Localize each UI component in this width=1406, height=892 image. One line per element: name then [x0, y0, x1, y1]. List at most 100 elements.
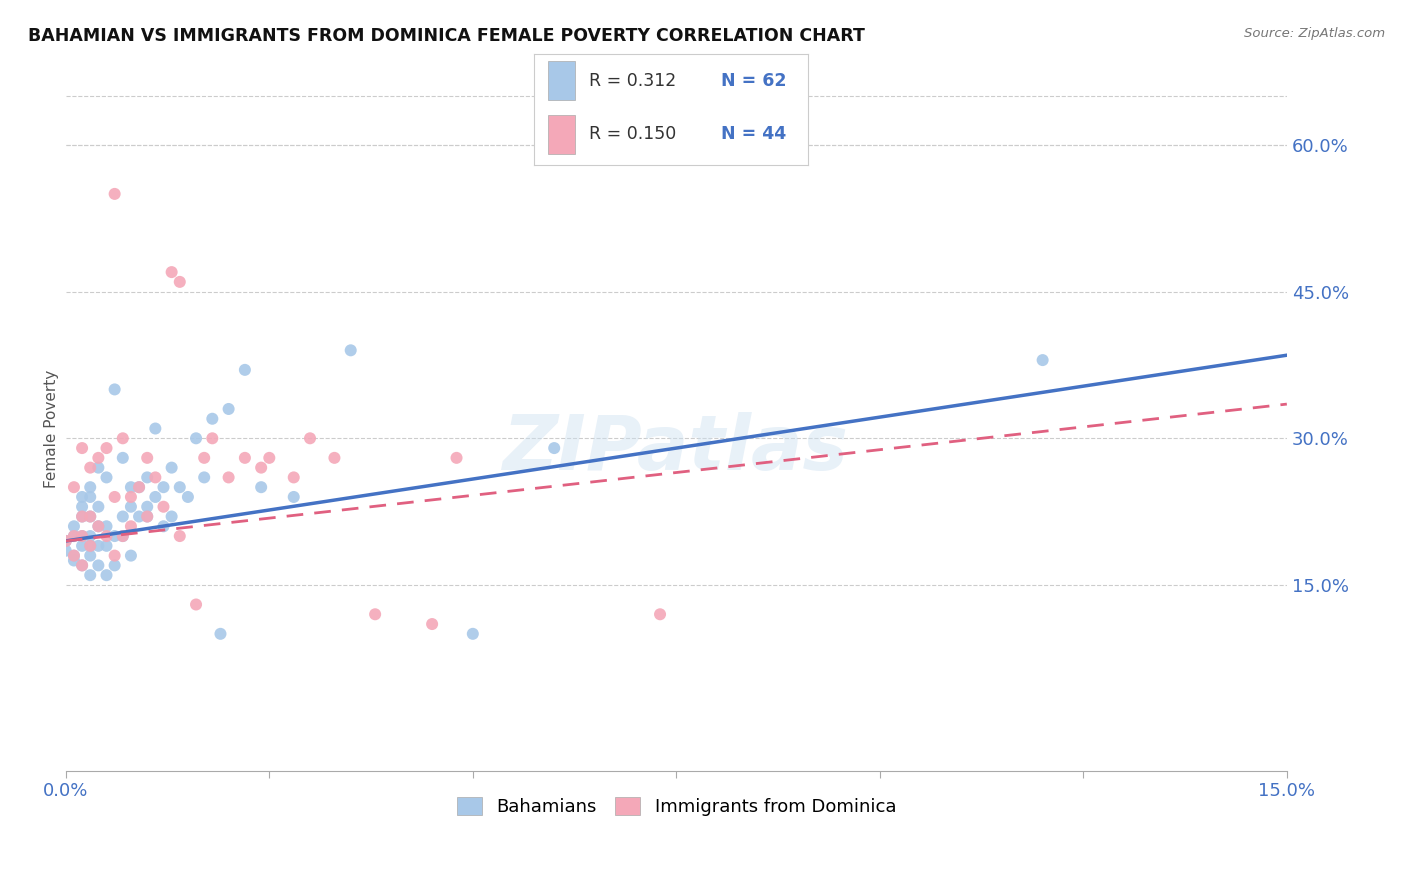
Point [193, 470, 215, 484]
Point [298, 431, 321, 445]
Point [104, 186, 127, 201]
Point [79, 539, 101, 553]
Point [63, 549, 86, 563]
Point [111, 450, 134, 465]
Text: Source: ZipAtlas.com: Source: ZipAtlas.com [1244, 27, 1385, 40]
Point [323, 450, 346, 465]
Point [233, 363, 256, 377]
Point [201, 411, 224, 425]
Point [70, 490, 93, 504]
Point [79, 509, 101, 524]
Point [648, 607, 671, 622]
Text: BAHAMIAN VS IMMIGRANTS FROM DOMINICA FEMALE POVERTY CORRELATION CHART: BAHAMIAN VS IMMIGRANTS FROM DOMINICA FEM… [28, 27, 865, 45]
Point [184, 598, 207, 612]
Point [160, 509, 183, 524]
Point [87, 500, 110, 514]
Point [152, 519, 174, 533]
Point [1032, 353, 1054, 368]
Point [259, 450, 281, 465]
Point [79, 490, 101, 504]
Point [446, 450, 468, 465]
Point [70, 509, 93, 524]
FancyBboxPatch shape [548, 62, 575, 101]
Point [136, 450, 159, 465]
Text: R = 0.150: R = 0.150 [589, 126, 676, 144]
Point [104, 529, 127, 543]
Point [120, 549, 142, 563]
Point [70, 529, 93, 543]
Point [250, 460, 273, 475]
Point [111, 431, 134, 445]
Point [79, 480, 101, 494]
Point [104, 558, 127, 573]
Point [120, 490, 142, 504]
Point [120, 480, 142, 494]
Point [104, 549, 127, 563]
Point [104, 383, 127, 397]
Point [184, 431, 207, 445]
Point [364, 607, 387, 622]
Point [152, 480, 174, 494]
Point [218, 401, 240, 416]
Point [96, 529, 118, 543]
Text: N = 62: N = 62 [721, 72, 786, 90]
Point [209, 627, 232, 641]
Point [70, 539, 93, 553]
Point [70, 509, 93, 524]
Point [63, 529, 86, 543]
Point [96, 470, 118, 484]
Point [543, 441, 565, 455]
Point [143, 470, 166, 484]
Point [87, 519, 110, 533]
Point [87, 558, 110, 573]
Point [111, 529, 134, 543]
Text: N = 44: N = 44 [721, 126, 786, 144]
Point [160, 460, 183, 475]
FancyBboxPatch shape [548, 115, 575, 154]
Point [87, 450, 110, 465]
Point [96, 568, 118, 582]
Point [283, 490, 305, 504]
Point [70, 529, 93, 543]
Point [79, 509, 101, 524]
Point [55, 533, 77, 548]
Text: ZIPatlas: ZIPatlas [503, 412, 849, 486]
Point [87, 539, 110, 553]
Point [120, 500, 142, 514]
Point [63, 553, 86, 567]
Point [79, 460, 101, 475]
Point [111, 509, 134, 524]
Point [169, 529, 191, 543]
Point [55, 533, 77, 548]
Point [120, 519, 142, 533]
Point [136, 509, 159, 524]
Point [79, 568, 101, 582]
Y-axis label: Female Poverty: Female Poverty [44, 369, 59, 488]
Point [63, 480, 86, 494]
Point [160, 265, 183, 279]
Point [70, 558, 93, 573]
Point [233, 450, 256, 465]
Point [283, 470, 305, 484]
Point [63, 549, 86, 563]
Legend: Bahamians, Immigrants from Dominica: Bahamians, Immigrants from Dominica [450, 790, 903, 823]
Point [461, 627, 484, 641]
Point [79, 529, 101, 543]
Point [128, 509, 150, 524]
Point [136, 470, 159, 484]
Point [87, 460, 110, 475]
Point [250, 480, 273, 494]
Point [169, 275, 191, 289]
Point [128, 480, 150, 494]
Point [136, 500, 159, 514]
Point [87, 519, 110, 533]
Text: R = 0.312: R = 0.312 [589, 72, 676, 90]
Point [79, 539, 101, 553]
Point [201, 431, 224, 445]
Point [96, 519, 118, 533]
Point [218, 470, 240, 484]
Point [143, 421, 166, 435]
Point [63, 519, 86, 533]
Point [96, 539, 118, 553]
Point [136, 509, 159, 524]
